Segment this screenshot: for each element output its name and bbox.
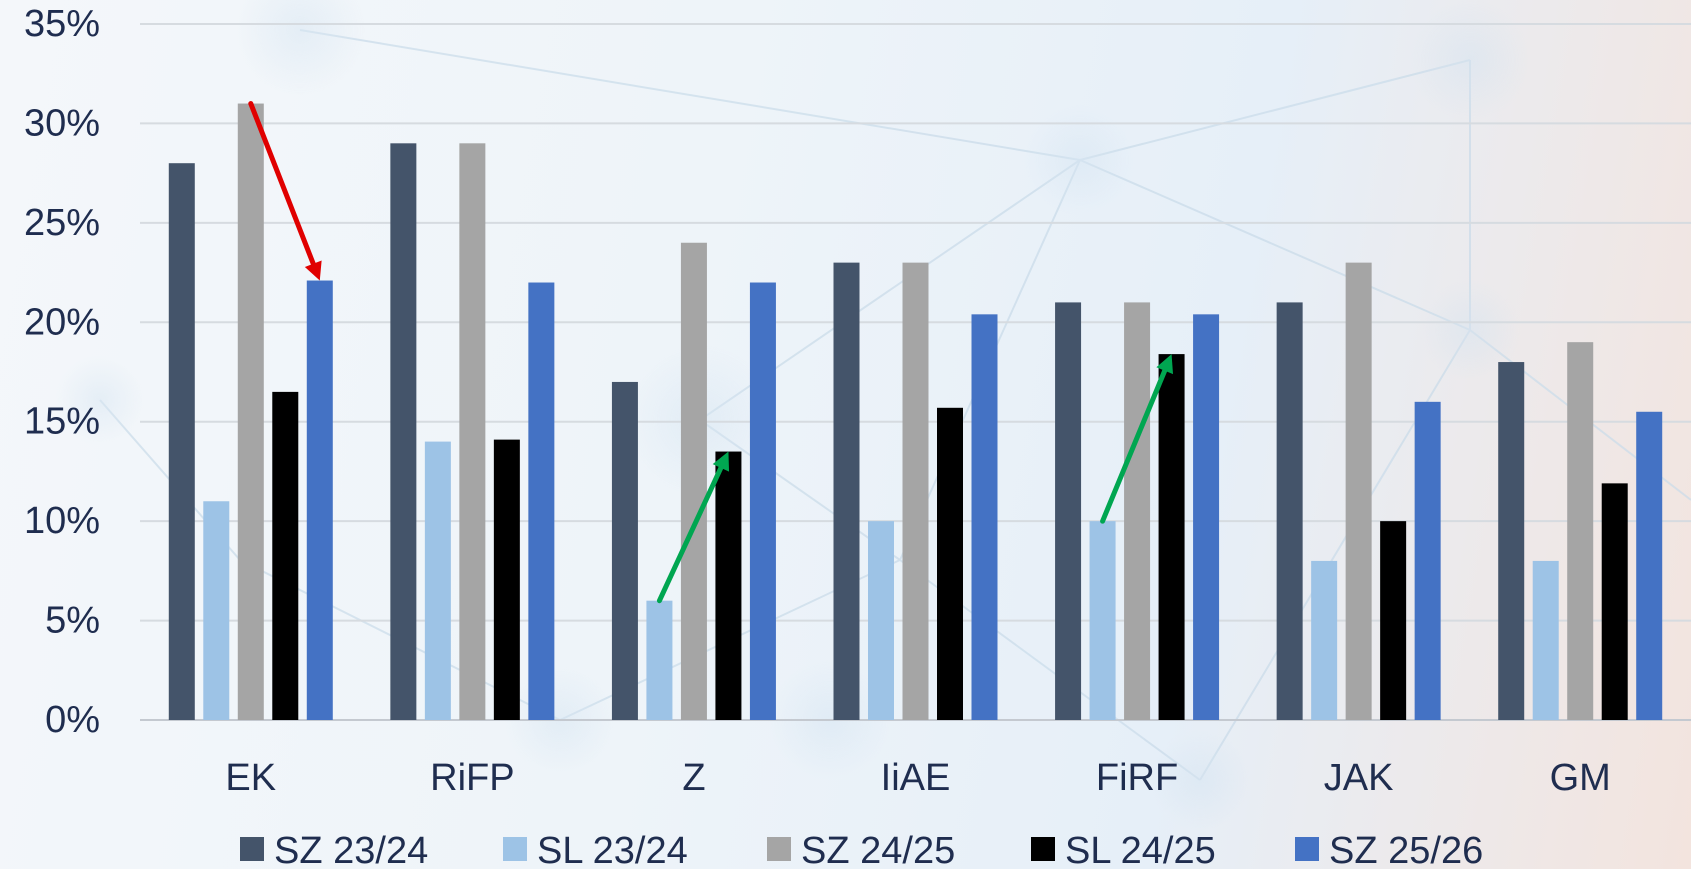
legend-item: SZ 23/24 xyxy=(240,830,428,869)
bar xyxy=(1089,521,1116,720)
x-tick-label: Z xyxy=(682,757,705,799)
y-tick-label: 35% xyxy=(24,3,100,45)
legend-swatch xyxy=(767,837,791,861)
legend-item: SL 24/25 xyxy=(1031,830,1216,869)
bar xyxy=(833,262,860,720)
bar xyxy=(971,314,998,720)
bar xyxy=(237,103,264,721)
bar xyxy=(646,600,673,720)
bar xyxy=(1567,342,1594,720)
bar xyxy=(528,282,555,720)
bar xyxy=(459,143,486,721)
bar xyxy=(390,143,417,721)
legend-label: SZ 24/25 xyxy=(801,830,955,869)
bar xyxy=(1158,354,1185,720)
bar xyxy=(493,439,520,720)
bar xyxy=(680,242,707,720)
arrow-head xyxy=(1156,354,1174,375)
bars xyxy=(168,103,1663,721)
y-tick-label: 25% xyxy=(24,202,100,244)
legend-label: SZ 23/24 xyxy=(274,830,428,869)
legend-label: SZ 25/26 xyxy=(1329,830,1483,869)
y-axis: 0% 5% 10% 15% 20% 25% 30% 35% xyxy=(24,3,100,741)
arrow-shaft xyxy=(1100,368,1168,524)
y-tick-label: 5% xyxy=(45,600,100,642)
y-tick-label: 30% xyxy=(24,102,100,144)
bar xyxy=(1193,314,1220,720)
y-tick-label: 10% xyxy=(24,500,100,542)
bar xyxy=(1311,560,1338,720)
x-tick-label: FiRF xyxy=(1096,757,1178,799)
legend-label: SL 23/24 xyxy=(537,830,688,869)
bar xyxy=(168,163,195,720)
bar xyxy=(1345,262,1372,720)
bar xyxy=(272,391,299,720)
legend-item: SZ 24/25 xyxy=(767,830,955,869)
arrow-head xyxy=(304,260,322,281)
bar xyxy=(1498,362,1525,720)
bar xyxy=(1532,560,1559,720)
annotation-arrows xyxy=(248,101,1174,604)
bar xyxy=(1124,302,1151,720)
bar xyxy=(1276,302,1303,720)
legend-label: SL 24/25 xyxy=(1065,830,1216,869)
bar xyxy=(203,501,230,720)
x-tick-label: EK xyxy=(225,757,276,799)
bar xyxy=(902,262,929,720)
bar xyxy=(1380,521,1407,720)
bar xyxy=(868,521,894,720)
bar xyxy=(1055,302,1082,720)
bar xyxy=(611,381,638,720)
y-tick-label: 15% xyxy=(24,401,100,443)
x-tick-label: JAK xyxy=(1324,757,1394,799)
bar xyxy=(937,407,963,720)
legend-swatch xyxy=(1031,837,1055,861)
legend-swatch xyxy=(240,837,264,861)
annotation-arrow xyxy=(248,101,322,281)
y-tick-label: 0% xyxy=(45,699,100,741)
legend: SZ 23/24 SL 23/24 SZ 24/25 SL 24/25 SZ 25/26 xyxy=(240,830,1483,869)
x-tick-label: RiFP xyxy=(430,757,514,799)
arrow-head xyxy=(712,451,730,472)
bar xyxy=(1601,483,1628,720)
x-tick-label: IiAE xyxy=(881,757,951,799)
y-tick-label: 20% xyxy=(24,301,100,343)
legend-swatch xyxy=(503,837,527,861)
annotation-arrow xyxy=(656,451,730,604)
annotation-arrow xyxy=(1100,354,1174,524)
arrow-shaft xyxy=(656,465,724,604)
legend-item: SL 23/24 xyxy=(503,830,688,869)
bar xyxy=(424,441,451,720)
bar xyxy=(306,280,333,720)
legend-item: SZ 25/26 xyxy=(1295,830,1483,869)
x-tick-label: GM xyxy=(1550,757,1611,799)
x-axis: EK RiFP Z IiAE FiRF JAK GM xyxy=(225,757,1610,799)
bar xyxy=(1636,411,1663,720)
bar xyxy=(1414,401,1441,720)
legend-swatch xyxy=(1295,837,1319,861)
bar xyxy=(715,451,742,720)
bar xyxy=(749,282,776,720)
arrow-shaft xyxy=(248,101,316,267)
